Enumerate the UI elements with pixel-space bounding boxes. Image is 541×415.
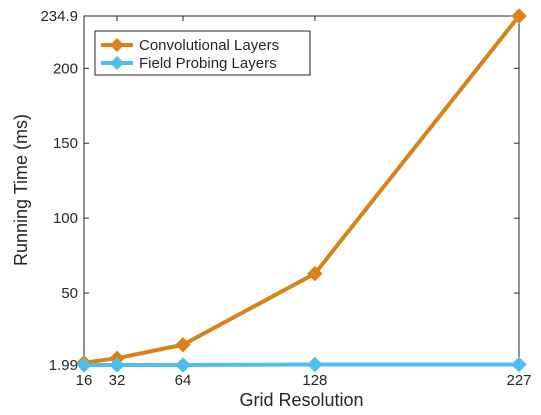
legend-marker	[110, 56, 124, 70]
legend-marker	[110, 38, 124, 52]
y-tick-label: 234.9	[40, 8, 78, 25]
data-point-marker	[307, 265, 323, 282]
data-point-marker	[511, 356, 527, 373]
data-point-marker	[307, 356, 323, 373]
data-point-marker	[175, 337, 191, 353]
x-tick-label: 227	[506, 372, 531, 389]
legend-label: Convolutional Layers	[139, 37, 279, 54]
y-tick-label: 200	[53, 60, 78, 77]
x-axis-title: Grid Resolution	[239, 390, 363, 410]
data-series	[76, 8, 527, 373]
data-point-marker	[175, 357, 191, 373]
x-tick-label: 128	[302, 372, 327, 389]
y-tick-label: 150	[53, 135, 78, 152]
x-tick-label: 64	[175, 372, 192, 389]
x-tick-label: 16	[76, 372, 93, 389]
data-point-marker	[76, 357, 92, 373]
y-tick-label: 1.99	[49, 357, 78, 374]
y-tick-label: 100	[53, 210, 78, 227]
y-axis-title: Running Time (ms)	[11, 114, 31, 266]
y-tick-label: 50	[61, 285, 78, 302]
x-tick-label: 32	[109, 372, 126, 389]
legend-label: Field Probing Layers	[139, 55, 277, 72]
data-point-marker	[109, 357, 125, 373]
data-point-marker	[511, 8, 527, 24]
legend-box	[94, 30, 311, 76]
